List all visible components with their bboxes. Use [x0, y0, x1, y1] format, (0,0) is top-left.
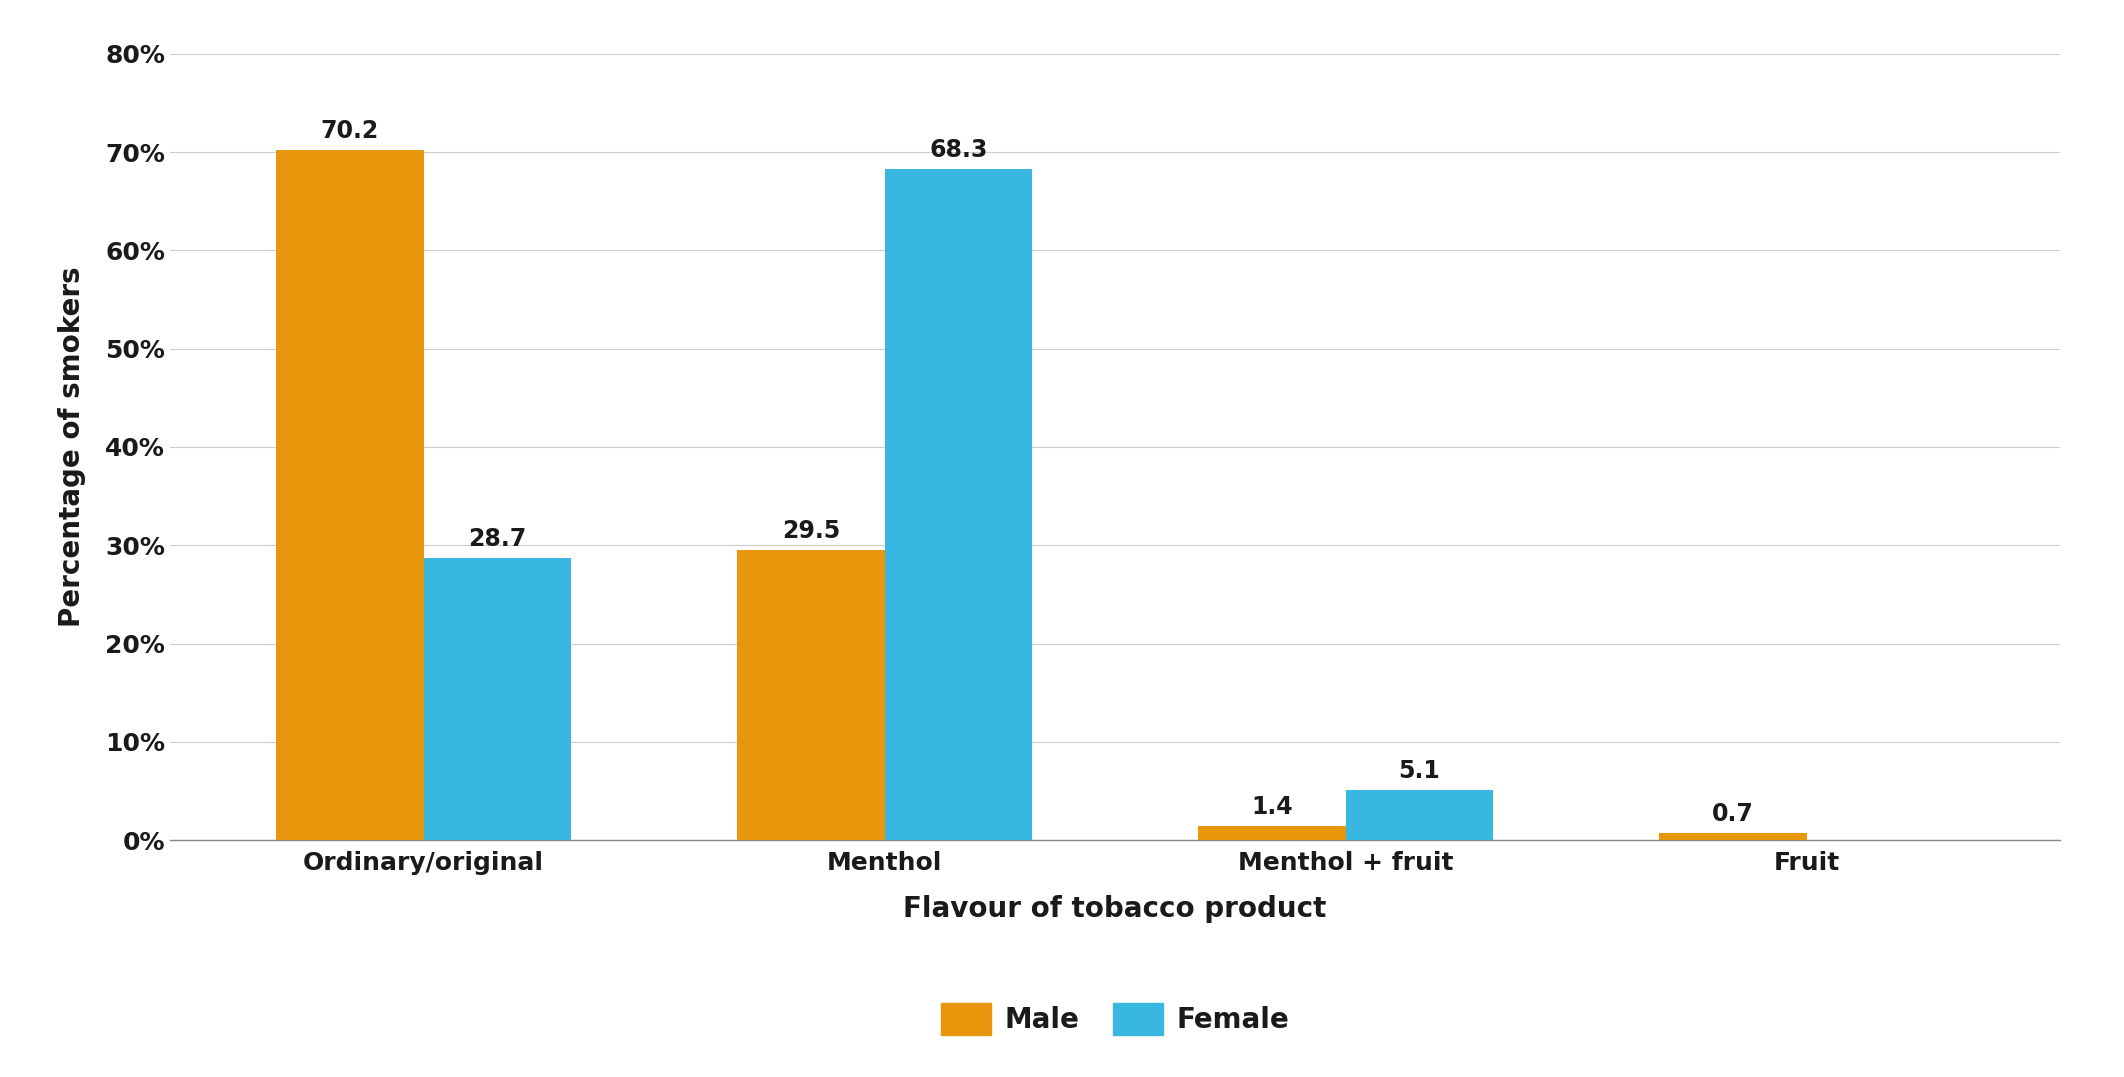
Y-axis label: Percentage of smokers: Percentage of smokers	[57, 267, 85, 627]
Bar	[423, 558, 571, 840]
Bar	[1198, 826, 1347, 840]
Text: 28.7: 28.7	[467, 527, 527, 551]
Text: 5.1: 5.1	[1398, 759, 1440, 783]
X-axis label: Flavour of tobacco product: Flavour of tobacco product	[903, 895, 1328, 923]
Text: 29.5: 29.5	[782, 519, 839, 543]
Text: 68.3: 68.3	[928, 138, 988, 162]
Bar	[1347, 789, 1493, 840]
Text: 1.4: 1.4	[1251, 796, 1294, 820]
Bar	[884, 169, 1032, 840]
Bar	[276, 150, 423, 840]
Bar	[737, 550, 884, 840]
Bar	[1659, 834, 1808, 840]
Text: 0.7: 0.7	[1712, 802, 1754, 826]
Text: 70.2: 70.2	[321, 120, 378, 143]
Legend: Male, Female: Male, Female	[930, 992, 1300, 1047]
